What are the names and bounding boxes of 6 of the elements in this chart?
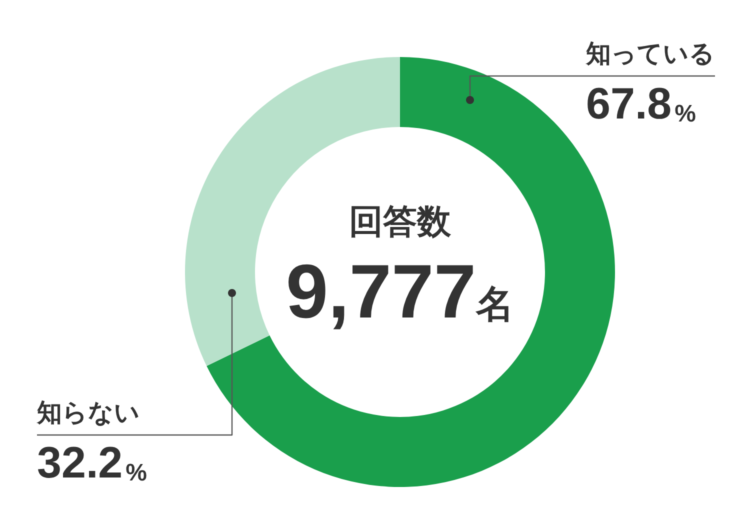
data-label: 67.8% — [586, 80, 696, 128]
slice-label: 知っている — [585, 40, 715, 68]
text: 回答数 — [349, 203, 452, 241]
slice-label: 知らない — [36, 399, 140, 427]
data-label: 32.2% — [37, 438, 147, 488]
text: 9,777名 — [286, 250, 514, 334]
